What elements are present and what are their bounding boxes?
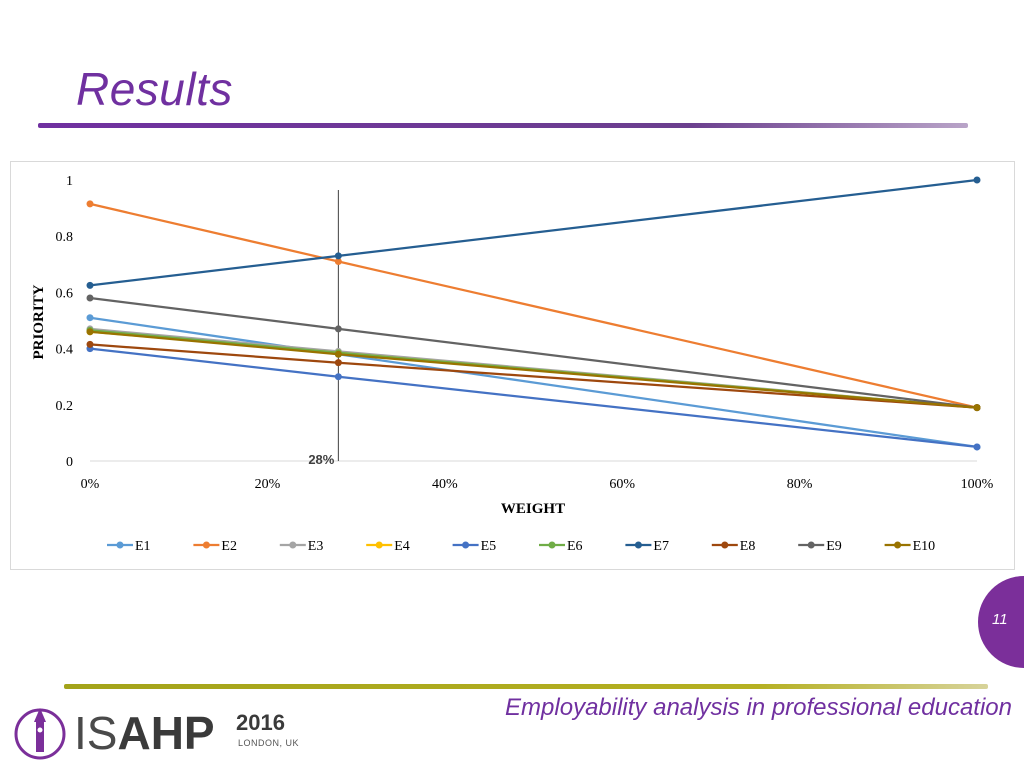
legend-marker-e5 — [462, 541, 470, 549]
legend-label-e9: E9 — [826, 539, 842, 554]
page-number: 11 — [992, 611, 1008, 628]
footer-text: Employability analysis in professional e… — [505, 694, 1012, 721]
y-tick-label: 0 — [66, 455, 73, 470]
y-tick-label: 0.2 — [56, 399, 74, 414]
chart-panel: 0 0.2 0.4 0.6 0.8 1 0% 20% 40% 60% 80% 100% WEIGHT PR… — [10, 161, 1015, 570]
legend-marker-e4 — [375, 541, 383, 549]
data-point-e10 — [334, 350, 342, 358]
legend-marker-e1 — [116, 541, 124, 549]
logo-year: 2016 — [236, 710, 285, 735]
data-point-e2 — [86, 200, 94, 208]
data-point-e2 — [334, 257, 342, 265]
data-point-e7 — [86, 281, 94, 289]
x-tick-label: 0% — [81, 477, 100, 492]
legend-label-e1: E1 — [135, 539, 151, 554]
weight-marker-label: 28% — [308, 452, 334, 467]
data-point-e10 — [973, 404, 981, 412]
series-line-e7 — [89, 178, 978, 287]
x-axis-title: WEIGHT — [501, 501, 565, 517]
y-axis-title: PRIORITY — [31, 284, 47, 359]
legend-label-e5: E5 — [481, 539, 497, 554]
x-tick-label: 80% — [787, 477, 813, 492]
slide-title: Results — [76, 63, 233, 115]
series-line-e1 — [89, 316, 978, 449]
y-tick-label: 0.8 — [56, 230, 74, 245]
footer-divider — [64, 684, 988, 689]
legend-marker-e6 — [548, 541, 556, 549]
title-divider — [38, 123, 968, 128]
legend-label-e4: E4 — [394, 539, 410, 554]
priority-weight-line-chart: 0 0.2 0.4 0.6 0.8 1 0% 20% 40% 60% 80% 100% WEIGHT PR… — [31, 174, 994, 554]
legend-label-e2: E2 — [221, 539, 237, 554]
big-ben-emblem-icon — [14, 708, 66, 760]
data-point-e8 — [86, 340, 94, 348]
logo-city: LONDON, UK — [238, 738, 300, 748]
legend-marker-e2 — [202, 541, 210, 549]
series-line-e10 — [89, 330, 978, 409]
x-tick-label: 60% — [609, 477, 635, 492]
data-point-e10 — [86, 328, 94, 336]
y-tick-label: 0.4 — [56, 343, 74, 358]
isahp-logo: ISAHP 2016 LONDON, UK — [12, 704, 312, 764]
x-tick-label: 100% — [961, 477, 994, 492]
legend-label-e10: E10 — [913, 539, 936, 554]
logo-name-thin: IS — [74, 707, 118, 759]
data-point-e5 — [334, 373, 342, 381]
logo-wordmark: ISAHP — [74, 708, 215, 758]
data-point-e7 — [973, 176, 981, 184]
y-tick-label: 1 — [66, 174, 73, 189]
data-point-e1 — [86, 314, 94, 322]
data-point-e7 — [334, 252, 342, 260]
x-tick-label: 20% — [255, 477, 281, 492]
data-point-e9 — [86, 294, 94, 302]
legend-marker-e10 — [894, 541, 902, 549]
series-line-e9 — [89, 296, 978, 409]
legend-marker-e8 — [721, 541, 729, 549]
legend-label-e6: E6 — [567, 539, 583, 554]
legend-label-e3: E3 — [308, 539, 324, 554]
data-point-e5 — [973, 443, 981, 451]
x-tick-label: 40% — [432, 477, 458, 492]
data-point-e9 — [334, 325, 342, 333]
legend-label-e7: E7 — [653, 539, 669, 554]
y-tick-label: 0.6 — [56, 286, 74, 301]
legend-marker-e3 — [289, 541, 297, 549]
legend-label-e8: E8 — [740, 539, 756, 554]
legend-marker-e7 — [634, 541, 642, 549]
legend-marker-e9 — [807, 541, 815, 549]
logo-name-bold: AHP — [117, 707, 215, 759]
data-point-e8 — [334, 359, 342, 367]
